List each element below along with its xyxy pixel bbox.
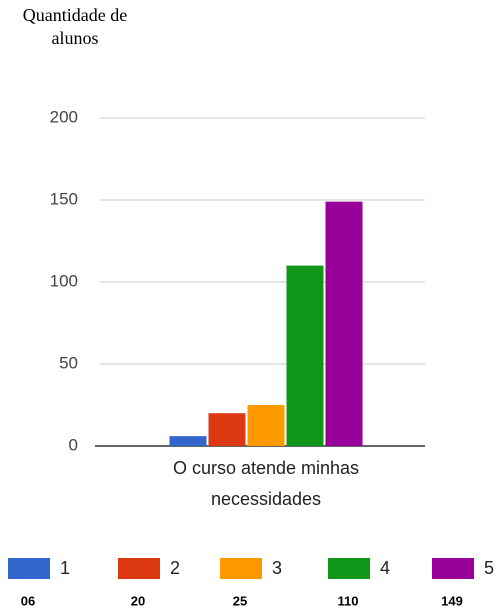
legend-label: 5 — [484, 558, 494, 578]
y-tick-label: 0 — [69, 435, 78, 454]
value-label: 110 — [338, 593, 359, 608]
y-tick-label: 100 — [50, 271, 78, 290]
value-label: 149 — [441, 593, 463, 608]
y-tick-label: 200 — [50, 107, 78, 126]
y-axis-title: Quantidade de alunos — [22, 5, 128, 48]
bar — [247, 405, 285, 446]
bar — [325, 201, 363, 446]
legend-label: 4 — [380, 558, 390, 578]
legend-swatch — [220, 558, 262, 579]
value-label: 20 — [131, 593, 145, 608]
legend-swatch — [432, 558, 474, 579]
bar — [286, 265, 324, 446]
x-tick-label: O curso atende minhas necessidades — [172, 458, 360, 509]
legend-label: 3 — [272, 558, 282, 578]
legend-label: 2 — [170, 558, 180, 578]
bar — [208, 413, 246, 446]
bar — [169, 436, 207, 446]
value-label: 06 — [21, 593, 35, 608]
legend-label: 1 — [60, 558, 70, 578]
legend-swatch — [118, 558, 160, 579]
value-label: 25 — [233, 593, 247, 608]
legend-swatch — [328, 558, 370, 579]
y-tick-label: 50 — [59, 353, 78, 372]
legend-swatch — [8, 558, 50, 579]
y-tick-label: 150 — [50, 189, 78, 208]
